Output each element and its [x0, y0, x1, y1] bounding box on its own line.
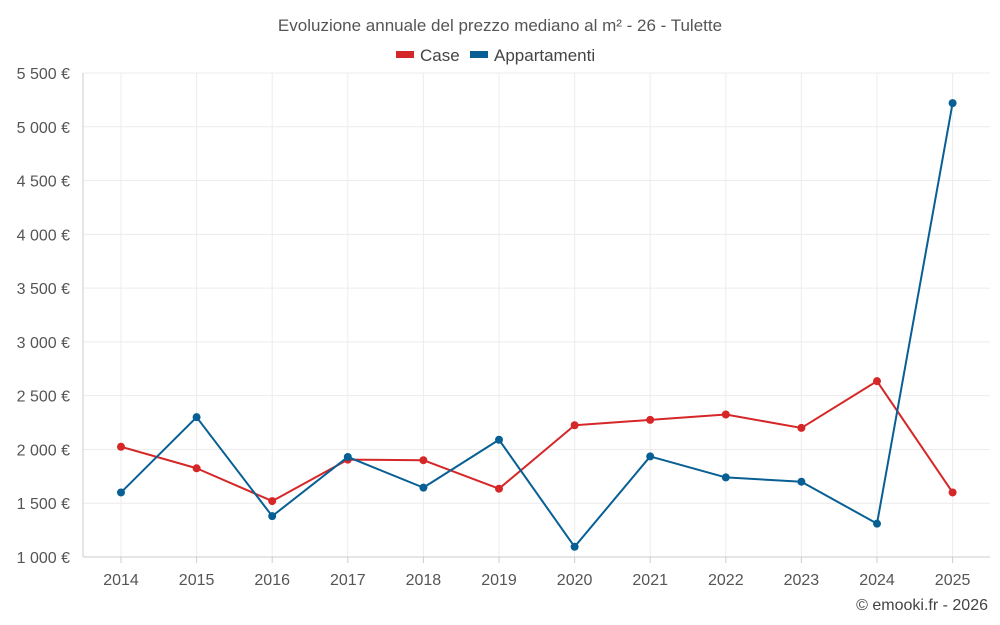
data-point-case-2016[interactable]: [268, 497, 277, 506]
axes: [82, 73, 990, 563]
data-point-appartamenti-2017[interactable]: [343, 452, 352, 461]
y-tick-label: 2 000 €: [17, 442, 70, 459]
y-tick-label: 4 000 €: [17, 227, 70, 244]
x-tick-label: 2021: [632, 572, 668, 589]
x-tick-labels: 2014 2015 2016 2017 2018 2019 2020 2021 2022 2023…: [103, 572, 970, 589]
y-tick-label: 1 500 €: [17, 496, 70, 513]
y-tick-label: 4 500 €: [17, 174, 70, 191]
data-point-appartamenti-2024[interactable]: [873, 519, 881, 528]
x-tick-label: 2022: [708, 572, 744, 589]
y-tick-label: 1 000 €: [17, 550, 70, 567]
data-point-appartamenti-2015[interactable]: [192, 413, 201, 422]
y-tick-label: 2 500 €: [17, 389, 70, 406]
x-tick-label: 2020: [557, 572, 593, 589]
series-line-case: [120, 380, 954, 503]
data-point-appartamenti-2018[interactable]: [419, 483, 428, 492]
data-point-appartamenti-2025[interactable]: [948, 99, 957, 108]
x-tick-label: 2024: [859, 572, 895, 589]
x-tick-label: 2015: [179, 572, 215, 589]
legend: Case Appartamenti: [396, 46, 595, 65]
data-point-case-2020[interactable]: [570, 421, 579, 430]
data-point-appartamenti-2021[interactable]: [646, 452, 655, 461]
series: [117, 99, 957, 551]
x-tick-label: 2019: [481, 572, 517, 589]
x-tick-label: 2018: [406, 572, 442, 589]
legend-label-appartamenti: Appartamenti: [494, 46, 595, 65]
y-tick-label: 3 500 €: [17, 281, 70, 298]
data-point-appartamenti-2020[interactable]: [570, 542, 579, 551]
legend-swatch-case: [396, 51, 414, 58]
y-tick-label: 5 500 €: [17, 66, 70, 83]
data-point-case-2015[interactable]: [192, 464, 201, 473]
y-tick-label: 5 000 €: [17, 120, 70, 137]
data-point-case-2022[interactable]: [721, 410, 730, 419]
data-point-case-2024[interactable]: [873, 377, 881, 386]
data-point-case-2014[interactable]: [117, 442, 125, 451]
series-line-appartamenti: [120, 102, 954, 548]
data-point-appartamenti-2022[interactable]: [721, 473, 730, 482]
legend-swatch-appartamenti: [470, 51, 488, 58]
x-tick-label: 2017: [330, 572, 366, 589]
data-point-case-2018[interactable]: [419, 456, 428, 465]
y-tick-label: 3 000 €: [17, 335, 70, 352]
legend-label-case: Case: [420, 46, 460, 65]
data-point-case-2023[interactable]: [797, 423, 806, 432]
grid-lines: [83, 72, 990, 557]
chart-title: Evoluzione annuale del prezzo mediano al…: [278, 16, 722, 35]
x-tick-label: 2025: [935, 572, 971, 589]
x-tick-label: 2014: [103, 572, 139, 589]
data-point-case-2025[interactable]: [948, 488, 957, 497]
credit-text: © emooki.fr - 2026: [856, 597, 988, 614]
data-point-appartamenti-2019[interactable]: [495, 435, 503, 444]
data-point-appartamenti-2014[interactable]: [117, 488, 125, 497]
x-tick-label: 2023: [784, 572, 820, 589]
y-tick-labels: 1 000 € 1 500 € 2 000 € 2 500 € 3 000 € 3 500…: [17, 66, 70, 567]
x-tick-label: 2016: [254, 572, 290, 589]
data-point-appartamenti-2023[interactable]: [797, 477, 806, 486]
data-point-appartamenti-2016[interactable]: [268, 512, 277, 521]
data-point-case-2019[interactable]: [495, 484, 503, 493]
data-point-case-2021[interactable]: [646, 415, 655, 424]
